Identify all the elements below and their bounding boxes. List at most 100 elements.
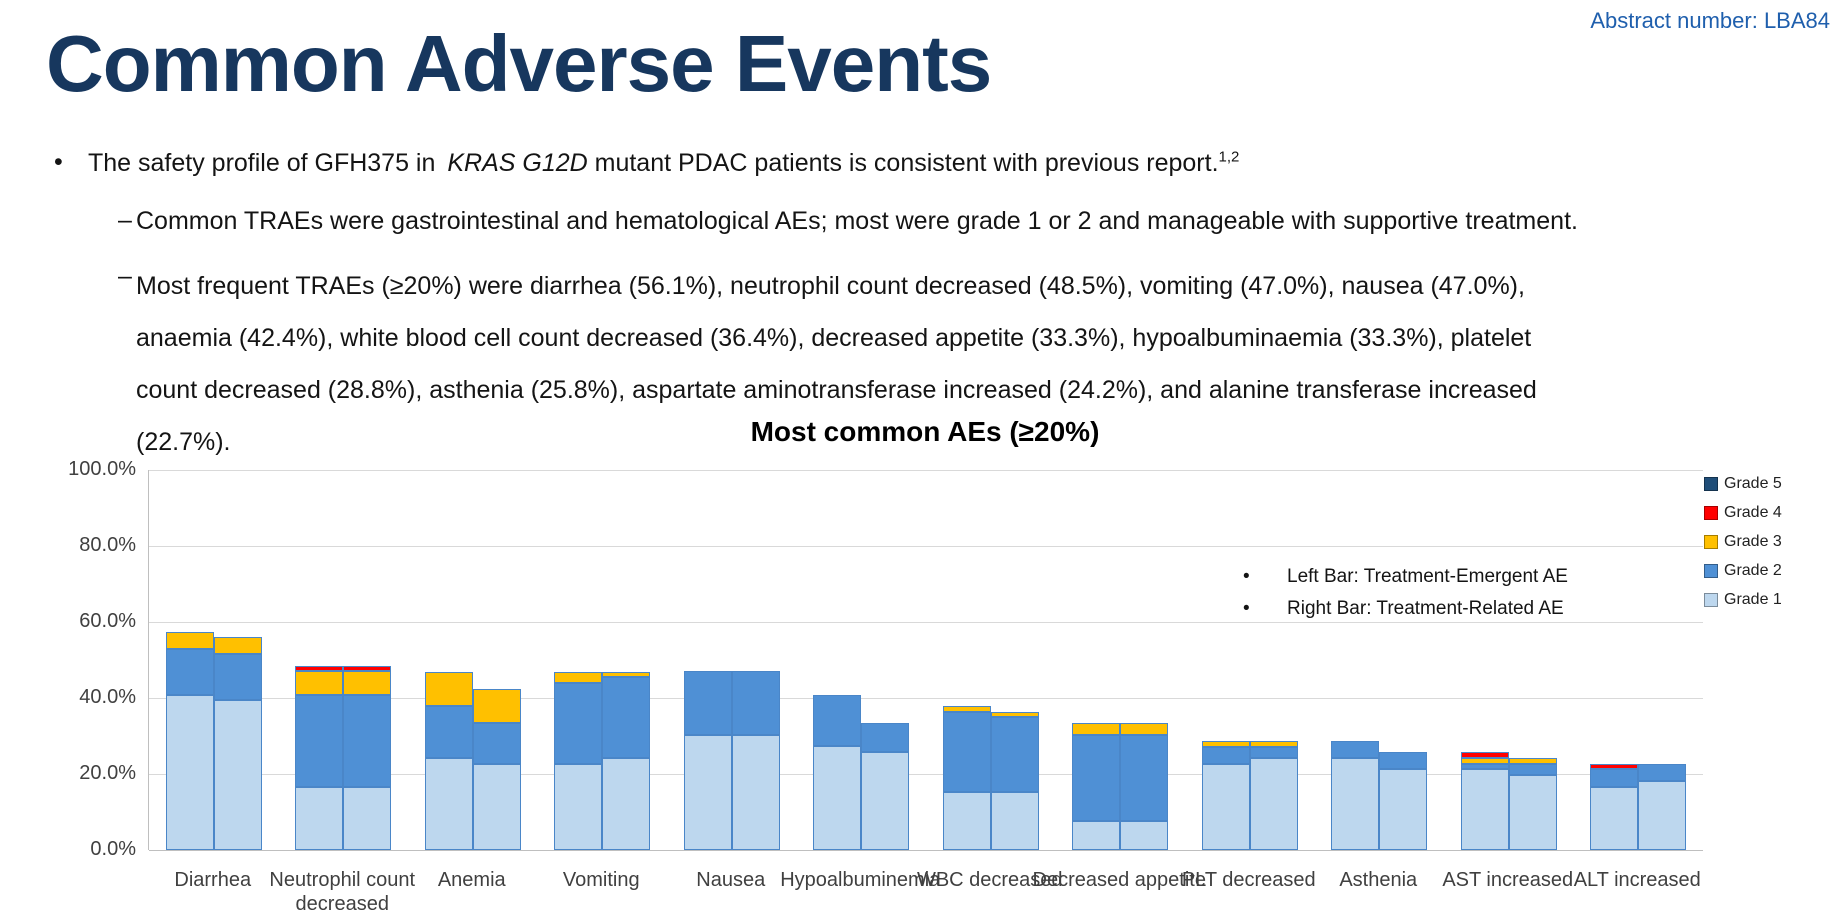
y-tick-label: 80.0% xyxy=(79,534,136,556)
segment-grade1 xyxy=(731,734,780,850)
subbullet-common-traes: Common TRAEs were gastrointestinal and h… xyxy=(136,207,1578,235)
bar-trae-2 xyxy=(472,688,521,850)
segment-grade3 xyxy=(343,671,392,695)
segment-grade2 xyxy=(990,717,1039,793)
segment-grade1 xyxy=(1460,769,1509,850)
segment-grade2 xyxy=(861,723,910,752)
bar-teae-5 xyxy=(813,694,862,850)
segment-grade1 xyxy=(554,763,603,850)
segment-grade2 xyxy=(731,671,780,735)
y-tick-label: 20.0% xyxy=(79,762,136,784)
segment-grade2 xyxy=(1331,740,1380,759)
segment-grade3 xyxy=(990,711,1039,718)
segment-grade1 xyxy=(942,792,991,850)
note-text: Right Bar: Treatment-Related AE xyxy=(1287,598,1564,619)
segment-grade3 xyxy=(213,637,262,655)
segment-grade1 xyxy=(1201,763,1250,850)
segment-grade4 xyxy=(343,665,392,672)
legend-label: Grade 2 xyxy=(1724,562,1782,579)
bar-trae-9 xyxy=(1379,752,1428,850)
bar-trae-4 xyxy=(731,671,780,850)
subbullet-frequent-traes: Most frequent TRAEs (≥20%) were diarrhea… xyxy=(136,272,1537,456)
bar-trae-7 xyxy=(1120,723,1169,850)
legend-item: Grade 3 xyxy=(1704,532,1782,552)
segment-grade4 xyxy=(1590,763,1639,770)
segment-grade1 xyxy=(213,700,262,850)
bar-trae-0 xyxy=(213,637,262,850)
segment-grade3 xyxy=(1460,758,1509,764)
segment-grade1 xyxy=(683,734,732,850)
bar-trae-6 xyxy=(990,711,1039,850)
gridline xyxy=(149,470,1703,471)
bar-teae-7 xyxy=(1072,723,1121,850)
segment-grade2 xyxy=(1590,769,1639,787)
segment-grade2 xyxy=(1508,763,1557,776)
x-tick-label: AST increased xyxy=(1442,869,1574,891)
segment-grade1 xyxy=(424,758,473,850)
legend-label: Grade 5 xyxy=(1724,475,1782,492)
legend-swatch xyxy=(1704,593,1718,607)
segment-grade1 xyxy=(1379,769,1428,850)
legend-item: Grade 5 xyxy=(1704,474,1782,494)
segment-grade3 xyxy=(472,688,521,724)
segment-grade2 xyxy=(554,683,603,764)
segment-grade1 xyxy=(1508,775,1557,850)
segment-grade1 xyxy=(295,786,344,850)
bar-teae-3 xyxy=(554,671,603,850)
segment-grade2 xyxy=(165,648,214,695)
segment-grade1 xyxy=(1638,780,1687,850)
x-tick-label: Anemia xyxy=(437,869,506,891)
kras-g12d-italic: KRAS G12D xyxy=(447,149,588,177)
x-tick-label: PLT decreased xyxy=(1181,869,1316,891)
bar-trae-8 xyxy=(1249,740,1298,850)
abstract-number: Abstract number: LBA84 xyxy=(1590,8,1830,33)
legend-item: Grade 1 xyxy=(1704,590,1782,610)
segment-grade1 xyxy=(1331,758,1380,850)
bar-teae-0 xyxy=(165,631,214,851)
segment-grade4 xyxy=(1460,752,1509,759)
x-tick-label: Diarrhea xyxy=(174,869,252,891)
legend-swatch xyxy=(1704,564,1718,578)
gridline xyxy=(149,698,1703,699)
segment-grade1 xyxy=(1249,758,1298,850)
segment-grade2 xyxy=(213,654,262,701)
segment-grade1 xyxy=(602,758,651,850)
citation-superscript: 1,2 xyxy=(1218,148,1240,166)
segment-grade2 xyxy=(1072,734,1121,822)
x-axis-line xyxy=(149,850,1703,851)
segment-grade2 xyxy=(683,671,732,735)
segment-grade1 xyxy=(1590,786,1639,850)
segment-grade1 xyxy=(165,694,214,850)
segment-grade2 xyxy=(1460,763,1509,770)
note-bullet-icon: • xyxy=(1243,598,1250,619)
segment-grade3 xyxy=(1201,740,1250,747)
segment-grade2 xyxy=(343,694,392,787)
x-tick-label: Asthenia xyxy=(1339,869,1418,891)
note-item: • Right Bar: Treatment-Related AE xyxy=(1243,598,1568,620)
chart-notes: • Left Bar: Treatment-Emergent AE • Right B… xyxy=(1243,566,1568,630)
segment-grade3 xyxy=(165,631,214,649)
bar-teae-9 xyxy=(1331,740,1380,850)
segment-grade2 xyxy=(813,694,862,747)
legend-label: Grade 3 xyxy=(1724,533,1782,550)
plot-area xyxy=(148,470,1703,851)
segment-grade3 xyxy=(602,671,651,678)
segment-grade3 xyxy=(554,671,603,684)
segment-grade2 xyxy=(1638,763,1687,781)
x-axis-labels: Diarrhea Neutrophil count decreased Anemia… xyxy=(148,868,1702,912)
bar-trae-1 xyxy=(343,665,392,850)
bar-teae-8 xyxy=(1201,740,1250,850)
segment-grade2 xyxy=(424,706,473,759)
bar-trae-3 xyxy=(602,671,651,850)
x-tick-label: Decreased appetite xyxy=(1032,869,1206,891)
bar-teae-1 xyxy=(295,665,344,850)
segment-grade1 xyxy=(861,751,910,850)
segment-grade2 xyxy=(1249,746,1298,759)
segment-grade2 xyxy=(942,711,991,793)
segment-grade2 xyxy=(295,694,344,787)
segment-grade2 xyxy=(472,723,521,764)
x-tick-label: ALT increased xyxy=(1573,869,1701,891)
bullet-text-pre: The safety profile of GFH375 in xyxy=(88,149,443,177)
bar-teae-10 xyxy=(1460,752,1509,850)
